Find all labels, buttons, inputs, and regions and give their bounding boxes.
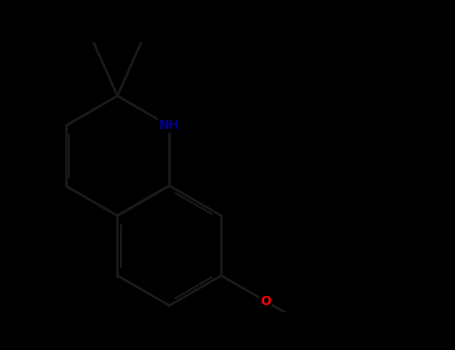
Text: NH: NH — [159, 119, 180, 132]
Text: O: O — [260, 294, 271, 308]
